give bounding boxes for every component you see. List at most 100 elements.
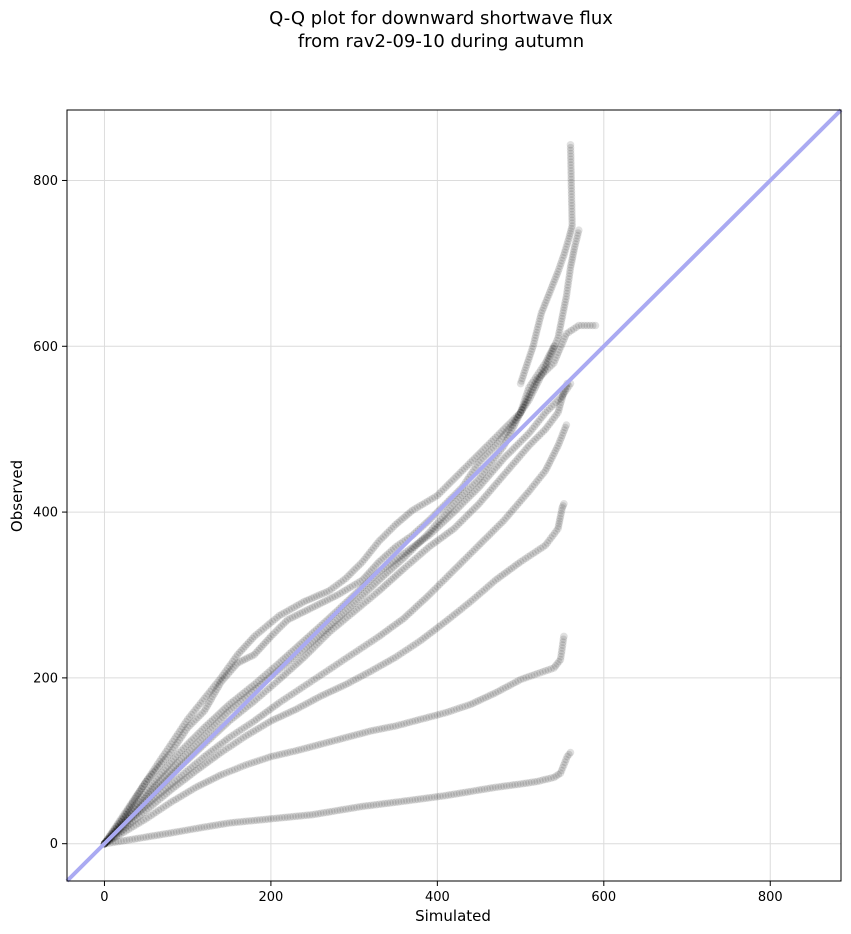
- data-point: [524, 355, 533, 364]
- data-point: [513, 500, 522, 509]
- data-point: [254, 713, 263, 722]
- data-point: [282, 607, 291, 616]
- data-point: [389, 798, 397, 807]
- data-point: [414, 600, 423, 609]
- data-point: [523, 389, 531, 398]
- data-point: [132, 792, 140, 801]
- data-point: [175, 827, 184, 836]
- data-point: [257, 691, 265, 699]
- data-point: [567, 161, 575, 169]
- data-point: [523, 358, 532, 367]
- data-point: [173, 750, 182, 759]
- data-point: [512, 412, 521, 421]
- data-point: [239, 817, 247, 826]
- data-point: [372, 634, 381, 642]
- data-point: [508, 421, 517, 429]
- data-point: [280, 609, 289, 617]
- data-point: [526, 551, 535, 559]
- data-point: [496, 686, 505, 694]
- data-point: [272, 751, 281, 760]
- data-point: [294, 812, 303, 820]
- data-point: [486, 470, 495, 478]
- data-point: [471, 454, 479, 463]
- data-point: [140, 808, 148, 817]
- data-point: [154, 779, 162, 787]
- data-point: [150, 783, 159, 792]
- data-point: [387, 546, 396, 555]
- data-point: [508, 781, 517, 789]
- data-point: [208, 755, 216, 763]
- data-point: [457, 605, 466, 613]
- data-point: [217, 715, 225, 724]
- data-point: [277, 697, 286, 705]
- data-point: [441, 574, 450, 583]
- data-point: [540, 301, 549, 310]
- data-point: [504, 421, 512, 429]
- data-point: [475, 483, 483, 492]
- data-point: [270, 702, 279, 710]
- data-point: [300, 597, 309, 606]
- data-point: [319, 691, 328, 699]
- data-point: [556, 343, 565, 351]
- data-point: [526, 393, 534, 402]
- data-point: [167, 798, 175, 806]
- data-point: [311, 741, 320, 750]
- data-point: [285, 692, 294, 700]
- data-point: [329, 618, 338, 627]
- data-point: [301, 607, 309, 615]
- data-point: [489, 690, 497, 698]
- data-point: [466, 483, 475, 492]
- data-point: [406, 608, 415, 617]
- data-point: [536, 669, 544, 677]
- data-point: [558, 340, 566, 349]
- data-point: [254, 693, 263, 701]
- data-point: [124, 825, 133, 834]
- data-point: [173, 775, 181, 784]
- data-point: [386, 656, 395, 664]
- data-point: [530, 339, 538, 348]
- data-point: [172, 795, 180, 804]
- data-point: [567, 196, 576, 204]
- data-point: [556, 323, 565, 331]
- data-point: [182, 789, 190, 798]
- data-point: [266, 683, 274, 692]
- data-point: [142, 777, 150, 786]
- data-point: [520, 401, 529, 409]
- data-point: [156, 777, 164, 785]
- data-point: [560, 500, 568, 508]
- data-point: [173, 738, 182, 747]
- data-point: [250, 717, 259, 725]
- data-point: [243, 640, 251, 649]
- data-point: [479, 446, 487, 454]
- data-point: [247, 729, 255, 737]
- data-point: [234, 693, 243, 701]
- data-point: [208, 723, 217, 732]
- data-point: [414, 716, 422, 724]
- data-point: [450, 524, 458, 533]
- data-point: [328, 807, 336, 816]
- data-point: [425, 591, 433, 599]
- data-point: [277, 673, 286, 682]
- data-point: [275, 675, 284, 684]
- data-point: [555, 325, 564, 334]
- data-point: [219, 713, 227, 722]
- data-point: [371, 562, 380, 570]
- data-point: [152, 762, 160, 771]
- data-point: [228, 665, 236, 674]
- data-point: [377, 535, 386, 543]
- data-point: [532, 331, 540, 340]
- data-point: [485, 439, 494, 448]
- data-point: [202, 692, 210, 701]
- data-point: [367, 727, 375, 735]
- data-point: [568, 207, 576, 216]
- data-point: [537, 371, 546, 380]
- data-point: [509, 459, 518, 468]
- data-point: [394, 798, 403, 806]
- data-point: [336, 619, 345, 627]
- data-point: [568, 255, 576, 264]
- reference-line: [65, 108, 843, 883]
- data-point: [215, 710, 223, 718]
- data-point: [225, 819, 234, 827]
- data-point: [523, 398, 531, 407]
- data-point: [498, 473, 506, 481]
